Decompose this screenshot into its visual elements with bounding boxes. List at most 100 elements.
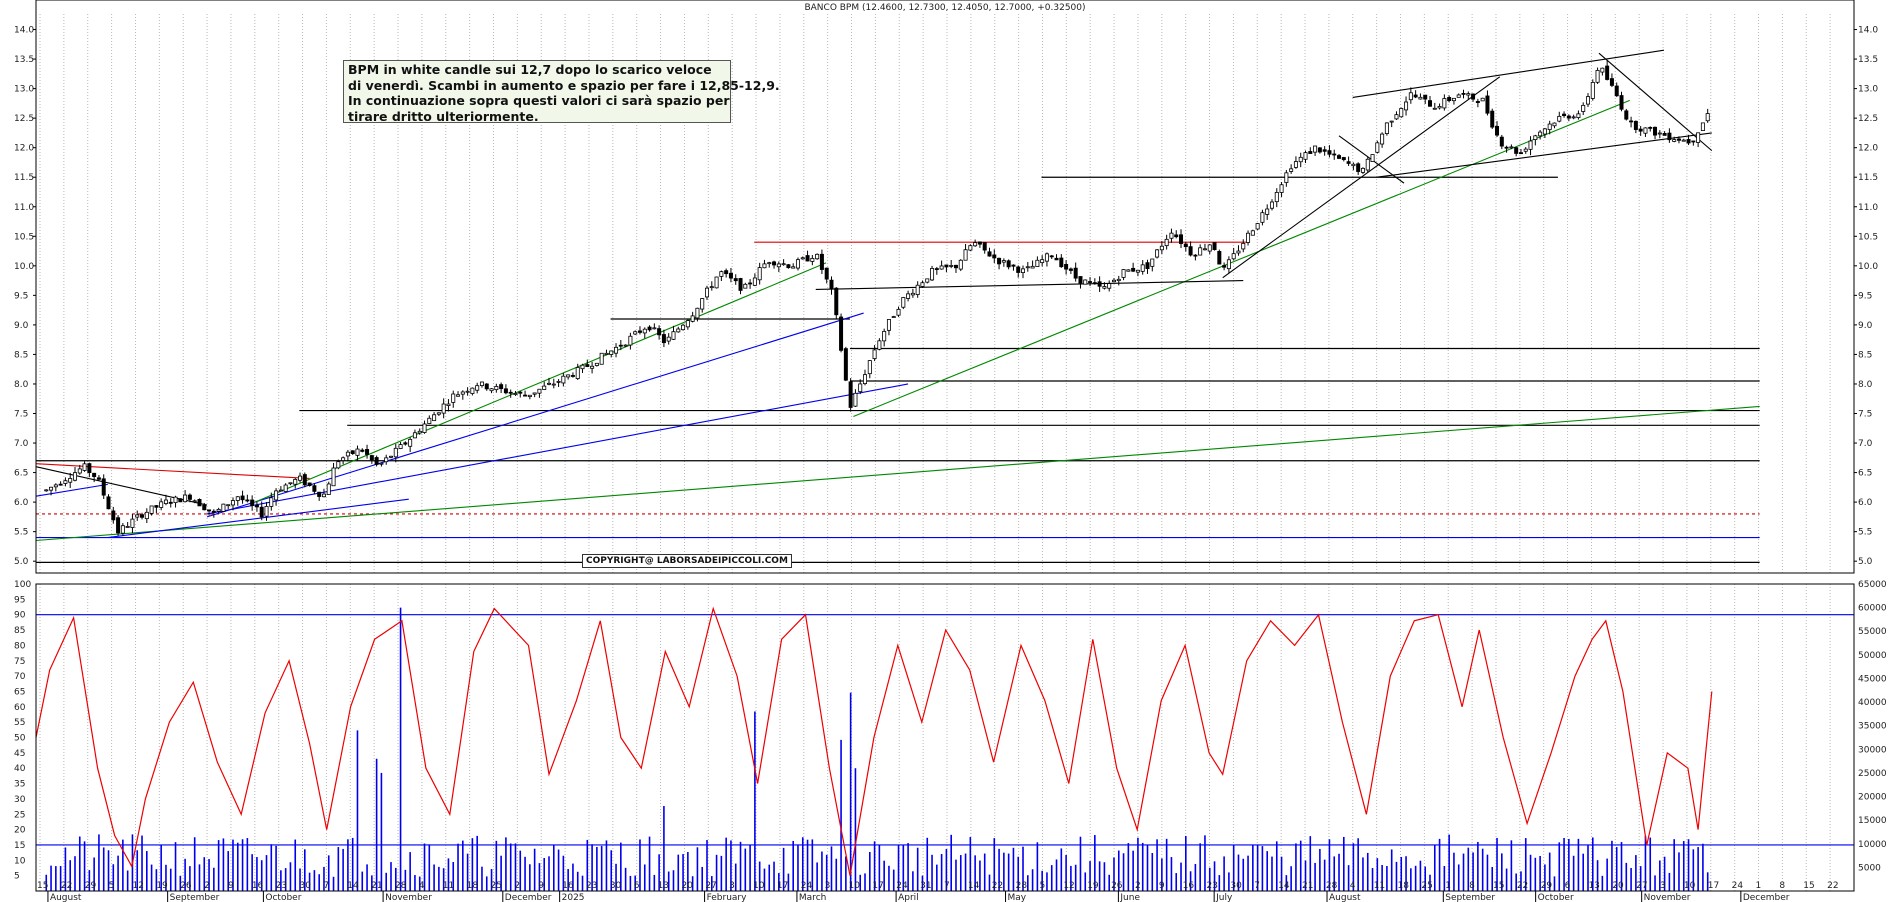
x-month-label: 2025 [562,893,585,902]
candle-body [791,266,796,269]
x-day-tick-label: 26 [1111,881,1123,891]
candle-body [556,380,561,383]
x-day-tick-label: 16 [562,881,574,891]
y-tick-label-left: 6.0 [14,498,29,508]
x-day-tick-label: 20 [1612,881,1624,891]
candle-body [1155,249,1160,258]
y-tick-label-right: 7.0 [1858,439,1873,449]
candle-body [843,348,848,381]
candle-body [365,449,370,455]
candle-body [1078,276,1083,284]
candle-body [666,336,671,342]
candle-body [63,480,68,484]
x-day-tick-label: 2 [204,881,210,891]
y-tick-label-right: 8.0 [1858,380,1873,390]
candle-body [1131,267,1136,272]
candle-body [877,340,882,350]
trendline [815,280,1244,291]
candle-body [767,262,772,265]
candle-body [245,499,250,502]
candle-body [585,364,590,367]
y-tick-label-right: 9.5 [1858,291,1872,301]
candle-body [863,374,868,385]
y-tick-label-right: 11.0 [1858,203,1878,213]
candle-body [1509,146,1514,149]
candle-body [1092,282,1097,285]
annotation-box: BPM in white candle sui 12,7 dopo lo sca… [343,60,780,124]
candle-body [379,462,384,465]
y-tick-label-right: 14.0 [1858,26,1878,36]
candle-body [748,282,753,285]
candle-body [1447,97,1452,102]
candle-body [1418,96,1423,100]
x-day-tick-label: 21 [371,881,382,891]
candle-body [312,485,317,492]
x-month-label: April [898,893,919,902]
candle-body [987,251,992,257]
osc-tick-label-left: 40 [14,764,26,774]
candle-body [834,287,839,316]
candle-body [527,394,532,397]
x-day-tick-label: 22 [1517,881,1528,891]
candle-body [398,444,403,449]
candle-body [221,503,226,512]
trendline [107,498,409,539]
x-day-tick-label: 19 [1087,881,1099,891]
x-month-label: December [1743,893,1790,902]
candle-body [776,263,781,268]
candle-body [1188,246,1193,256]
y-tick-label-right: 10.0 [1858,262,1878,272]
candle-body [1633,120,1638,130]
candle-body [240,495,245,501]
candle-body [1317,147,1322,153]
x-day-tick-label: 17 [872,881,883,891]
candle-body [1255,223,1260,230]
price-panel-frame [35,0,1855,574]
x-day-tick-label: 5 [1039,881,1045,891]
x-day-tick-label: 6 [1565,881,1571,891]
candle-body [532,392,537,395]
candle-body [470,387,475,394]
candle-body [637,330,642,333]
candle-body [1691,140,1696,143]
candle-body [752,277,757,286]
candle-body [1471,93,1476,100]
x-day-tick-label: 24 [801,881,813,891]
osc-tick-label-left: 30 [14,795,26,805]
candle-body [724,270,729,275]
candle-body [1681,139,1686,142]
candle-body [915,284,920,295]
candle-body [1480,97,1485,102]
candle-body [72,472,77,481]
y-tick-label-left: 13.0 [14,85,34,95]
candle-body [551,383,556,386]
candle-body [614,346,619,354]
candle-body [1293,161,1298,168]
x-day-tick-label: 11 [1374,881,1385,891]
candle-body [1198,247,1203,256]
candle-body [566,374,571,378]
candle-body [1609,78,1614,86]
candle-body [1461,92,1466,95]
osc-tick-label-right: 65000 [1858,580,1887,590]
y-tick-label-left: 8.5 [14,350,28,360]
osc-tick-label-right: 20000 [1858,793,1887,803]
candle-body [479,381,484,386]
x-day-tick-label: 8 [1469,881,1475,891]
x-day-tick-label: 11 [443,881,454,891]
candle-body [211,510,216,513]
trendline [35,483,108,497]
candle-body [839,316,844,351]
candle-body [819,253,824,270]
candle-body [1011,264,1016,267]
candle-body [1432,107,1437,110]
y-tick-label-right: 12.5 [1858,114,1878,124]
osc-tick-label-left: 85 [14,626,25,636]
candle-body [1107,283,1112,289]
candle-body [135,514,140,518]
candle-body [676,328,681,333]
candle-body [216,508,221,512]
trendline [1598,52,1713,152]
candle-body [1016,266,1021,273]
